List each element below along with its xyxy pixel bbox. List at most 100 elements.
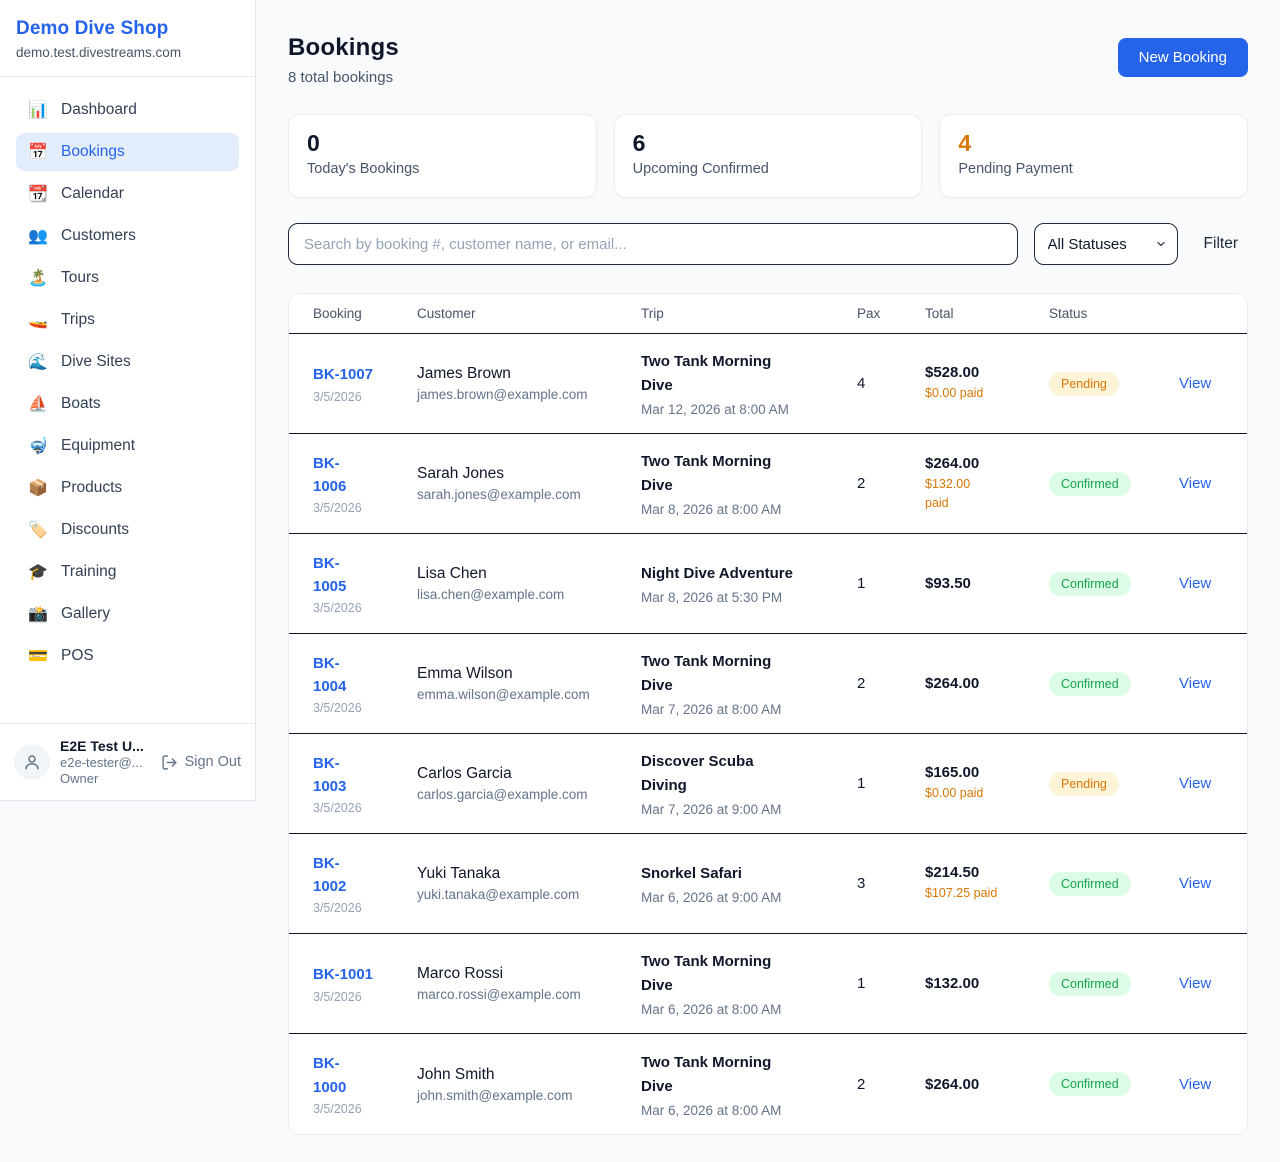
- status-badge: Pending: [1049, 371, 1119, 396]
- column-header: Trip: [641, 306, 664, 321]
- view-link[interactable]: View: [1179, 475, 1212, 492]
- sidebar-item-label: Dive Sites: [61, 353, 131, 370]
- paid-amount: $107.25 paid: [925, 886, 998, 901]
- sidebar-item-calendar[interactable]: 📆 Calendar: [16, 175, 239, 213]
- gallery-icon: 📸: [28, 606, 48, 623]
- sidebar: Demo Dive Shop demo.test.divestreams.com…: [0, 0, 256, 801]
- booking-id-link[interactable]: BK- 1000: [313, 1055, 347, 1096]
- sign-out-button[interactable]: Sign Out: [161, 754, 241, 771]
- column-header: Customer: [417, 306, 476, 321]
- user-footer: E2E Test U... e2e-tester@... Owner Sign …: [0, 723, 255, 800]
- pax-count: 4: [857, 375, 866, 392]
- sidebar-item-label: POS: [61, 647, 94, 664]
- status-badge: Confirmed: [1049, 471, 1131, 496]
- column-header: Pax: [857, 306, 881, 321]
- booking-id-link[interactable]: BK- 1003: [313, 754, 347, 795]
- status-badge: Confirmed: [1049, 1072, 1131, 1096]
- trip-date: Mar 8, 2026 at 8:00 AM: [641, 502, 782, 517]
- page-title: Bookings: [288, 34, 399, 61]
- sidebar-item-pos[interactable]: 💳 POS: [16, 637, 239, 675]
- total-amount: $264.00: [925, 1075, 980, 1093]
- customer-name: James Brown: [417, 365, 511, 382]
- customer-email: james.brown@example.com: [417, 387, 588, 402]
- sidebar-item-label: Boats: [61, 395, 101, 412]
- booking-id-link[interactable]: BK- 1002: [313, 854, 347, 895]
- sidebar-item-label: Equipment: [61, 437, 136, 454]
- person-icon: [25, 755, 39, 770]
- sign-out-label: Sign Out: [184, 754, 241, 770]
- booking-created-date: 3/5/2026: [313, 501, 362, 516]
- trip-date: Mar 6, 2026 at 8:00 AM: [641, 1002, 782, 1017]
- pos-icon: 💳: [28, 648, 48, 665]
- bookings-icon: 📅: [28, 144, 48, 161]
- sidebar-item-customers[interactable]: 👥 Customers: [16, 217, 239, 255]
- trip-name: Two Tank Morning Dive: [641, 453, 772, 494]
- new-booking-button[interactable]: New Booking: [1117, 38, 1248, 77]
- booking-created-date: 3/5/2026: [313, 389, 362, 404]
- table-row: BK- 1005 3/5/2026 Lisa Chen lisa.chen@ex…: [289, 534, 1247, 634]
- sidebar-item-products[interactable]: 📦 Products: [16, 469, 239, 507]
- customer-name: Marco Rossi: [417, 965, 504, 982]
- status-badge: Confirmed: [1049, 971, 1131, 996]
- trip-date: Mar 6, 2026 at 8:00 AM: [641, 1102, 782, 1118]
- stat-card: 0 Today's Bookings: [288, 114, 597, 198]
- trip-date: Mar 7, 2026 at 9:00 AM: [641, 802, 782, 817]
- pax-count: 2: [857, 1075, 866, 1093]
- status-filter: All Statuses: [1033, 223, 1178, 265]
- training-icon: 🎓: [28, 564, 48, 581]
- booking-created-date: 3/5/2026: [313, 601, 362, 616]
- status-filter-select[interactable]: All Statuses: [1034, 224, 1177, 264]
- view-link[interactable]: View: [1179, 375, 1212, 392]
- booking-id-link[interactable]: BK-1007: [313, 366, 374, 384]
- trips-icon: 🚤: [28, 312, 48, 329]
- customer-email: yuki.tanaka@example.com: [417, 887, 580, 902]
- sidebar-item-tours[interactable]: 🏝️ Tours: [16, 259, 239, 297]
- table-row: BK- 1003 3/5/2026 Carlos Garcia carlos.g…: [289, 734, 1247, 834]
- stats-row: 0 Today's Bookings 6 Upcoming Confirmed …: [288, 114, 1248, 198]
- calendar-icon: 📆: [28, 186, 48, 203]
- sidebar-item-trips[interactable]: 🚤 Trips: [16, 301, 239, 339]
- stat-value: 0: [307, 130, 320, 156]
- table-row: BK- 1004 3/5/2026 Emma Wilson emma.wilso…: [289, 634, 1247, 734]
- booking-id-link[interactable]: BK- 1006: [313, 454, 347, 495]
- dive-sites-icon: 🌊: [28, 354, 48, 371]
- sidebar-item-label: Products: [61, 479, 123, 496]
- booking-created-date: 3/5/2026: [313, 901, 362, 916]
- view-link[interactable]: View: [1179, 975, 1212, 992]
- view-link[interactable]: View: [1179, 775, 1212, 792]
- booking-id-link[interactable]: BK- 1004: [313, 654, 347, 695]
- sidebar-item-training[interactable]: 🎓 Training: [16, 553, 239, 591]
- column-header: Total: [925, 306, 954, 321]
- column-header: Booking: [313, 306, 362, 321]
- booking-id-link[interactable]: BK- 1005: [313, 554, 347, 595]
- table-row: BK- 1002 3/5/2026 Yuki Tanaka yuki.tanak…: [289, 834, 1247, 934]
- stat-card: 6 Upcoming Confirmed: [613, 114, 923, 198]
- customer-email: john.smith@example.com: [417, 1087, 573, 1103]
- view-link[interactable]: View: [1179, 675, 1212, 692]
- filter-button[interactable]: Filter: [1203, 235, 1238, 252]
- sidebar-item-bookings[interactable]: 📅 Bookings: [16, 133, 239, 171]
- trip-name: Two Tank Morning Dive: [641, 1053, 772, 1095]
- paid-amount: $0.00 paid: [925, 786, 984, 801]
- booking-id-link[interactable]: BK-1001: [313, 966, 374, 984]
- sidebar-item-dive-sites[interactable]: 🌊 Dive Sites: [16, 343, 239, 381]
- sidebar-item-label: Trips: [61, 311, 95, 328]
- total-amount: $214.50: [925, 864, 980, 882]
- trip-name: Night Dive Adventure: [641, 565, 793, 582]
- sidebar-item-boats[interactable]: ⛵ Boats: [16, 385, 239, 423]
- customer-name: Sarah Jones: [417, 465, 505, 482]
- pax-count: 1: [857, 775, 866, 792]
- customer-email: emma.wilson@example.com: [417, 687, 590, 702]
- sidebar-item-discounts[interactable]: 🏷️ Discounts: [16, 511, 239, 549]
- main-content: Bookings 8 total bookings New Booking 0 …: [256, 0, 1280, 1162]
- view-link[interactable]: View: [1179, 575, 1212, 592]
- sidebar-item-dashboard[interactable]: 📊 Dashboard: [16, 91, 239, 129]
- status-badge: Confirmed: [1049, 671, 1131, 696]
- sidebar-item-equipment[interactable]: 🤿 Equipment: [16, 427, 239, 465]
- view-link[interactable]: View: [1179, 875, 1212, 892]
- sidebar-item-gallery[interactable]: 📸 Gallery: [16, 595, 239, 633]
- tours-icon: 🏝️: [28, 270, 48, 287]
- search-input[interactable]: [288, 223, 1018, 265]
- view-link[interactable]: View: [1179, 1075, 1212, 1093]
- user-email: e2e-tester@...: [60, 755, 143, 770]
